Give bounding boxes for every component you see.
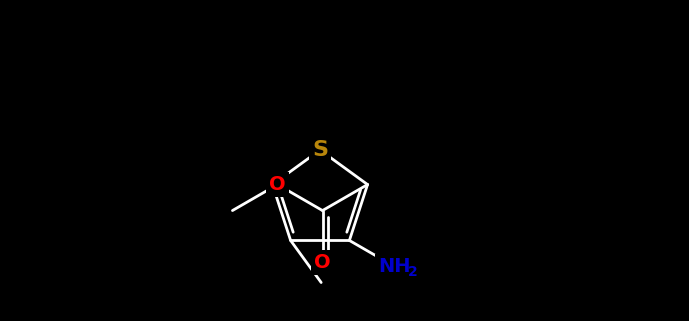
- Text: S: S: [312, 140, 328, 160]
- Text: 2: 2: [408, 265, 418, 280]
- Text: O: O: [269, 175, 286, 194]
- Text: NH: NH: [378, 257, 411, 276]
- Text: O: O: [314, 253, 331, 272]
